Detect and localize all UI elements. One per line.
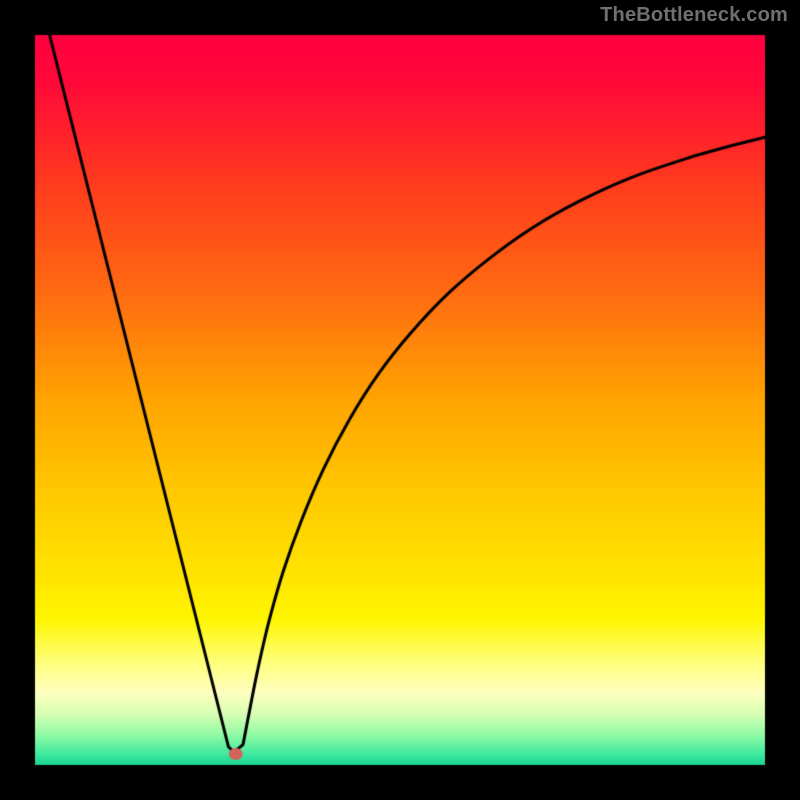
watermark-text: TheBottleneck.com	[600, 4, 788, 27]
bottleneck-chart-canvas	[0, 0, 800, 800]
chart-container: TheBottleneck.com	[0, 0, 800, 800]
